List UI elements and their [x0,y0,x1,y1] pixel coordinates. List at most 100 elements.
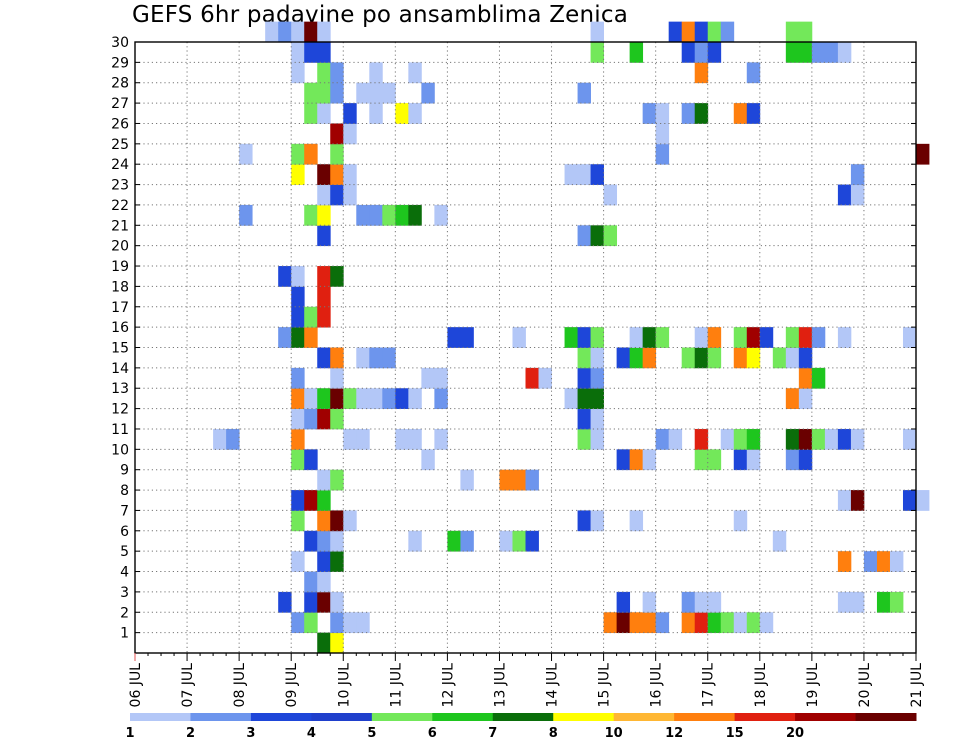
precip-cell [291,266,305,287]
precip-cell [265,21,279,43]
precip-cell [382,204,396,226]
precip-cell [694,591,709,613]
precip-cell [304,82,318,104]
precip-cell [317,571,331,593]
precip-cell [785,42,800,63]
precip-cell [369,103,383,124]
precip-cell [564,327,578,348]
precip-cell [330,612,344,634]
precip-cell [525,469,539,491]
y-tick-label: 3 [120,585,129,601]
precip-cell [330,510,344,532]
y-tick-label: 21 [111,218,129,234]
precip-cell [408,388,422,409]
precip-cell [707,42,722,63]
precip-cell [304,388,318,409]
precip-cell [278,327,292,348]
legend-swatch [432,713,494,721]
precip-cell [642,612,657,634]
precip-cell [356,428,370,450]
x-tick-label: 09 JUL [284,663,300,708]
precip-cell [746,103,761,124]
precip-cell [421,449,435,471]
precip-cell [590,408,604,430]
precip-cell [330,82,344,104]
precip-cell [330,530,344,552]
precip-cell [525,530,539,552]
precip-cell [330,551,344,572]
precip-cell [785,21,800,43]
precip-cell [746,62,761,84]
precip-cell [304,103,318,124]
precip-cell [239,204,253,226]
y-tick-label: 26 [111,116,129,132]
precip-cell [798,449,813,471]
y-tick-label: 18 [111,279,129,295]
x-tick-label: 19 JUL [805,663,821,708]
precip-cell [304,490,318,511]
precip-cell [330,469,344,491]
precip-cell [603,225,618,247]
precip-cell [668,428,683,450]
precip-cell [434,367,448,389]
precip-cell [590,428,604,450]
precip-cell [837,591,852,613]
precip-cell [577,510,591,532]
precip-cell [655,612,670,634]
y-tick-label: 16 [111,320,129,336]
precip-cell [733,510,748,532]
precip-cell [629,449,644,471]
y-tick-label: 28 [111,76,129,92]
y-tick-label: 7 [120,503,129,519]
precip-cell [577,327,591,348]
precip-cell [278,591,292,613]
precip-cell [395,103,409,124]
precip-cell [408,103,422,124]
precip-cell [746,347,761,369]
precip-cell [317,469,331,491]
precip-cell [746,612,761,634]
precip-cell [421,82,435,104]
precip-cell [317,164,331,185]
precip-cell [330,347,344,369]
precip-cell [499,530,513,552]
precip-cell [317,306,331,328]
precip-cell [642,591,657,613]
precip-cell [681,103,696,124]
precip-cell [369,62,383,84]
precip-cell [317,204,331,226]
precip-cell [655,428,670,450]
precip-cell [733,103,748,124]
precip-cell [681,347,696,369]
precip-cell [291,62,305,84]
precip-cell [291,449,305,471]
legend-label: 1 [125,726,134,741]
precip-cell [369,347,383,369]
precip-cell [694,347,709,369]
precip-cell [213,428,227,450]
precip-cell [850,428,865,450]
precip-cell [577,225,591,247]
precip-cell [356,347,370,369]
precip-cell [707,347,722,369]
precip-cell [291,306,305,328]
precip-cell [525,367,539,389]
y-tick-label: 23 [111,178,129,194]
precip-cell [746,428,761,450]
precip-cell [837,184,852,206]
precip-cell [733,449,748,471]
precip-cell [447,327,461,348]
precip-cell [681,21,696,43]
precip-cell [434,204,448,226]
precip-cell [642,347,657,369]
legend-label: 7 [488,726,497,741]
precip-cell [382,347,396,369]
precip-cell [512,469,526,491]
precip-cell [317,632,331,654]
precip-cell [694,612,709,634]
legend-label: 20 [786,726,804,741]
precip-cell [460,327,474,348]
precip-cell [785,428,800,450]
y-tick-label: 15 [111,341,129,357]
precip-cell [460,530,474,552]
